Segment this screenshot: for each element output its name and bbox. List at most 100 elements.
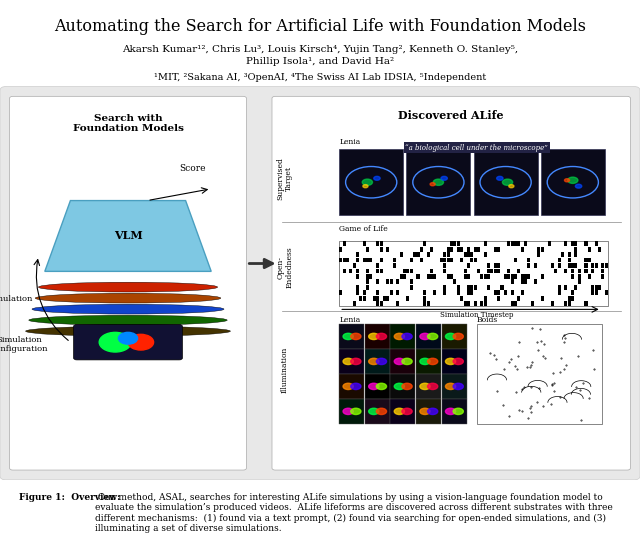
Circle shape bbox=[369, 333, 379, 340]
Bar bbox=[390, 374, 415, 399]
Bar bbox=[564, 241, 567, 246]
Bar bbox=[588, 258, 591, 262]
Bar bbox=[360, 296, 362, 301]
Bar bbox=[366, 280, 369, 285]
Bar bbox=[353, 301, 356, 306]
Text: Lenia: Lenia bbox=[339, 138, 360, 146]
Bar bbox=[484, 301, 486, 306]
Bar bbox=[541, 150, 605, 215]
Bar bbox=[467, 252, 470, 257]
Bar bbox=[430, 268, 433, 273]
Bar bbox=[595, 241, 598, 246]
Bar bbox=[494, 247, 497, 252]
Text: Figure 1:  Overview:: Figure 1: Overview: bbox=[19, 493, 121, 502]
Bar bbox=[450, 247, 453, 252]
Bar bbox=[339, 324, 364, 349]
Bar bbox=[356, 252, 359, 257]
Circle shape bbox=[441, 176, 447, 180]
Bar bbox=[390, 280, 392, 285]
Bar bbox=[380, 247, 383, 252]
Bar bbox=[551, 301, 554, 306]
Bar bbox=[527, 263, 531, 268]
Bar bbox=[494, 268, 497, 273]
Text: ¹MIT, ²Sakana AI, ³OpenAI, ⁴The Swiss AI Lab IDSIA, ⁵Independent: ¹MIT, ²Sakana AI, ³OpenAI, ⁴The Swiss AI… bbox=[154, 73, 486, 81]
Circle shape bbox=[343, 358, 353, 364]
Bar bbox=[423, 290, 426, 295]
Bar bbox=[366, 247, 369, 252]
Bar bbox=[444, 258, 446, 262]
Bar bbox=[588, 274, 591, 279]
Bar bbox=[342, 258, 346, 262]
Bar bbox=[591, 285, 594, 290]
Circle shape bbox=[376, 333, 387, 340]
Bar bbox=[339, 150, 403, 215]
Circle shape bbox=[430, 182, 435, 186]
Bar bbox=[339, 290, 342, 295]
Bar bbox=[413, 252, 416, 257]
Bar bbox=[376, 268, 379, 273]
Bar bbox=[564, 285, 567, 290]
Bar bbox=[602, 263, 604, 268]
Text: VLM: VLM bbox=[114, 230, 142, 242]
Bar bbox=[474, 247, 477, 252]
Bar bbox=[497, 290, 500, 295]
Bar bbox=[356, 268, 359, 273]
Circle shape bbox=[394, 408, 404, 415]
Circle shape bbox=[394, 333, 404, 340]
Bar bbox=[481, 301, 483, 306]
Text: Our method, ASAL, searches for interesting ALife simulations by using a vision-l: Our method, ASAL, searches for interesti… bbox=[95, 493, 612, 533]
Bar bbox=[588, 247, 591, 252]
Bar bbox=[427, 301, 429, 306]
Bar bbox=[390, 324, 415, 349]
Bar bbox=[423, 301, 426, 306]
Bar bbox=[400, 274, 403, 279]
Bar bbox=[484, 252, 486, 257]
Bar bbox=[521, 290, 524, 295]
Bar bbox=[591, 268, 594, 273]
Bar bbox=[390, 290, 392, 295]
Bar bbox=[470, 258, 473, 262]
Bar bbox=[507, 274, 510, 279]
Bar bbox=[571, 263, 574, 268]
Bar bbox=[578, 268, 580, 273]
Circle shape bbox=[509, 185, 514, 187]
Bar bbox=[460, 296, 463, 301]
Bar bbox=[342, 241, 346, 246]
Bar bbox=[514, 274, 517, 279]
Bar bbox=[602, 274, 604, 279]
Bar bbox=[474, 258, 477, 262]
Circle shape bbox=[453, 383, 463, 389]
Text: Phillip Isola¹, and David Ha²: Phillip Isola¹, and David Ha² bbox=[246, 57, 394, 66]
Bar bbox=[575, 247, 577, 252]
Bar bbox=[387, 280, 389, 285]
Bar bbox=[376, 296, 379, 301]
Bar bbox=[339, 349, 364, 374]
Bar bbox=[430, 247, 433, 252]
Bar bbox=[575, 241, 577, 246]
Bar bbox=[369, 274, 372, 279]
Bar bbox=[584, 241, 588, 246]
Bar bbox=[470, 290, 473, 295]
Bar bbox=[442, 324, 467, 349]
Bar bbox=[440, 258, 443, 262]
Circle shape bbox=[343, 408, 353, 415]
Bar bbox=[416, 324, 441, 349]
Text: Run Simulation: Run Simulation bbox=[0, 295, 33, 303]
Bar bbox=[497, 263, 500, 268]
Text: Score: Score bbox=[179, 164, 205, 173]
Text: Automating the Search for Artificial Life with Foundation Models: Automating the Search for Artificial Lif… bbox=[54, 18, 586, 35]
FancyBboxPatch shape bbox=[74, 325, 182, 360]
Circle shape bbox=[402, 408, 412, 415]
Bar bbox=[557, 285, 561, 290]
Circle shape bbox=[369, 383, 379, 389]
Circle shape bbox=[351, 358, 361, 364]
Bar bbox=[568, 258, 571, 262]
Circle shape bbox=[420, 383, 430, 389]
Bar bbox=[584, 263, 588, 268]
Ellipse shape bbox=[29, 315, 227, 325]
Bar bbox=[470, 252, 473, 257]
Bar bbox=[365, 374, 390, 399]
Bar bbox=[339, 400, 364, 424]
Bar bbox=[444, 263, 446, 268]
Bar bbox=[387, 296, 389, 301]
